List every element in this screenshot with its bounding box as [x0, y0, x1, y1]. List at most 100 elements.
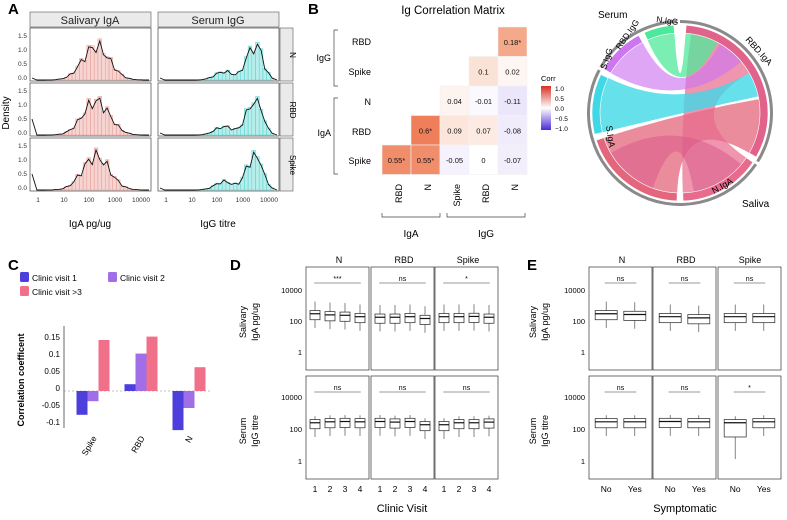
box-xtick: Yes	[628, 484, 642, 494]
sig-label: ns	[399, 276, 407, 283]
heatmap-value: 0.55*	[388, 156, 406, 165]
legend-swatch	[20, 286, 29, 296]
xtick: 1	[164, 197, 168, 204]
histogram-bar	[97, 157, 102, 191]
chord-label: S.IgA	[604, 125, 617, 148]
box-xtick: 3	[408, 484, 413, 494]
bar	[194, 367, 206, 391]
histogram-bar	[108, 57, 113, 81]
box	[594, 418, 618, 429]
density-histograms	[31, 38, 278, 191]
heat-col-group: IgA	[403, 229, 418, 240]
box	[438, 313, 450, 324]
facet-strip: Spike	[457, 255, 480, 265]
strip-label: Salivary IgA	[61, 15, 120, 27]
heatmap-grid: 0.18* 0.1 0.02 0.04 -0.01 -0.11 0.6* 0.09 0.07 -0…	[381, 26, 528, 175]
heat-row-label: RBD	[352, 37, 372, 47]
sig-label: ns	[617, 385, 625, 392]
legend-tick: 0.5	[555, 96, 564, 103]
box	[468, 419, 480, 430]
density-frame	[157, 137, 280, 192]
ytick: 0.15	[44, 333, 60, 342]
chord-sector	[603, 34, 643, 74]
ytick: 0	[56, 384, 61, 393]
sig-label: *	[748, 385, 751, 392]
density-frame	[157, 27, 280, 82]
heatmap-cell	[497, 85, 528, 116]
ytick: -0.05	[42, 401, 61, 410]
row-label: RBD	[288, 102, 297, 119]
ytick: 0.0	[18, 130, 27, 137]
xtick: 10	[188, 197, 196, 204]
facet-strip: N	[336, 255, 343, 265]
box-xtick: 4	[487, 484, 492, 494]
chord-diagram: Serum N.IgG RBD.IgG S.IgG RBD.IgA S.IgA …	[587, 10, 774, 210]
box	[623, 418, 647, 429]
heatmap-value: 0.1	[478, 67, 488, 76]
histogram-bar	[86, 157, 91, 191]
chord-ribbon	[610, 42, 742, 91]
ytick: 10000	[564, 286, 585, 295]
heatmap-value: -0.05	[446, 156, 463, 165]
box-xtick: 2	[393, 484, 398, 494]
ytick: 0.05	[44, 367, 60, 376]
box	[419, 421, 431, 432]
box-xtick: 1	[378, 484, 383, 494]
heat-col-label: N	[423, 184, 433, 191]
legend-tick: −0.5	[555, 116, 568, 123]
density-curve	[31, 148, 149, 191]
box-xtick: 2	[457, 484, 462, 494]
chord-label: N.IgG	[656, 14, 679, 27]
facet-strip: N	[619, 255, 626, 265]
density-frame	[29, 27, 152, 82]
ylabel-line: IgG titre	[540, 415, 550, 447]
xtick: 100	[212, 197, 223, 204]
histogram-bar	[221, 72, 227, 81]
box-xtick: Yes	[757, 484, 771, 494]
histogram-bar	[251, 102, 256, 136]
legend-tick: 1.0	[555, 86, 564, 93]
heatmap-cell	[439, 85, 470, 116]
histogram-bar	[79, 174, 84, 191]
facet-strip: RBD	[676, 255, 696, 265]
row-label: Spike	[288, 155, 297, 176]
heat-col-label: Spike	[452, 184, 462, 207]
histogram-bar	[244, 108, 249, 136]
heatmap-value: -0.08	[504, 126, 521, 135]
box-xtick: Yes	[692, 484, 706, 494]
ytick: 10000	[281, 393, 302, 402]
xtick: 1	[36, 197, 40, 204]
density-curve	[31, 39, 149, 81]
heatmap-cell	[410, 144, 441, 175]
heatmap-value: 0.02	[505, 67, 520, 76]
histogram-bar	[218, 183, 223, 191]
histogram-bar	[244, 56, 249, 81]
legend-tick: −1.0	[555, 126, 568, 133]
box	[309, 310, 321, 321]
ytick: 1.0	[18, 47, 27, 54]
panel-e-letter: E	[527, 257, 537, 274]
histogram-bar	[244, 164, 249, 191]
box	[453, 313, 465, 324]
box-xtick: 4	[358, 484, 363, 494]
panel-d: D N RBD Spike Salivary IgA pg/ug Serum I…	[230, 255, 499, 515]
histogram-bar	[116, 124, 121, 136]
heat-row-label: Spike	[348, 67, 371, 77]
box-xtick: 1	[442, 484, 447, 494]
ytick: 1.0	[18, 157, 27, 164]
box	[623, 310, 647, 321]
histogram-bar	[236, 127, 241, 136]
sig-label: *	[465, 276, 468, 283]
sig-label: ns	[463, 385, 471, 392]
histogram-bar	[229, 129, 234, 136]
histogram-bar	[258, 48, 264, 81]
box	[687, 314, 711, 325]
sig-label: ***	[333, 276, 341, 283]
heat-row-label: RBD	[352, 127, 372, 137]
row-label: N	[288, 52, 297, 58]
panel-d-letter: D	[230, 257, 241, 274]
box	[438, 421, 450, 432]
legend-label: Clinic visit 1	[32, 273, 77, 283]
histogram-bar	[251, 52, 256, 81]
legend-label: Clinic visit >3	[32, 287, 82, 297]
